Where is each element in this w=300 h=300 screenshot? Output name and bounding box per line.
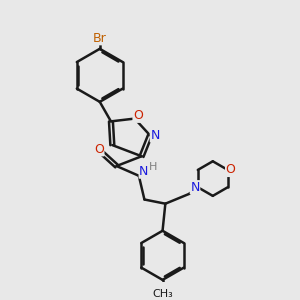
Text: Br: Br	[93, 32, 106, 45]
Text: N: N	[150, 129, 160, 142]
Text: N: N	[139, 165, 148, 178]
Text: N: N	[190, 181, 200, 194]
Text: H: H	[149, 162, 158, 172]
Text: O: O	[133, 109, 143, 122]
Text: CH₃: CH₃	[152, 290, 173, 299]
Text: O: O	[226, 164, 236, 176]
Text: O: O	[94, 143, 104, 156]
